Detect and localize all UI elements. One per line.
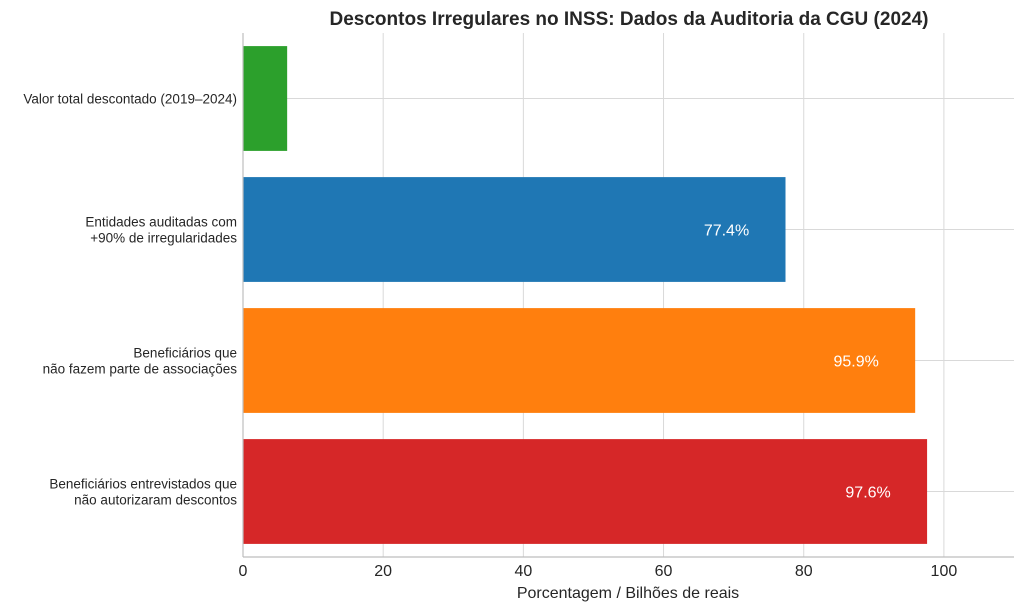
x-tick-label: 100 xyxy=(931,563,958,580)
x-tick-label: 60 xyxy=(655,563,673,580)
data-label: 95.9% xyxy=(833,354,878,371)
axes-spines xyxy=(242,33,1014,558)
y-axis-labels: Valor total descontado (2019–2024) Entida… xyxy=(23,92,237,508)
x-axis-ticks: 0 20 40 60 80 100 xyxy=(239,563,958,580)
category-label: Beneficiários entrevistados que não autor… xyxy=(49,477,237,508)
x-tick-label: 20 xyxy=(374,563,392,580)
bar xyxy=(243,177,786,282)
category-label: Beneficiários que não fazem parte de asso… xyxy=(43,346,238,377)
chart-title: Descontos Irregulares no INSS: Dados da … xyxy=(330,9,929,30)
category-label: Valor total descontado (2019–2024) xyxy=(23,92,237,107)
x-axis-label: Porcentagem / Bilhões de reais xyxy=(517,585,739,602)
category-label: Entidades auditadas com +90% de irregular… xyxy=(85,215,237,246)
x-tick-label: 80 xyxy=(795,563,813,580)
x-tick-label: 40 xyxy=(514,563,532,580)
bar xyxy=(243,308,916,413)
x-tick-label: 0 xyxy=(239,563,248,580)
bars: 77.4% 95.9% 97.6% xyxy=(243,46,928,544)
data-label: 77.4% xyxy=(704,223,749,240)
bar xyxy=(243,439,928,544)
data-label: 97.6% xyxy=(845,485,890,502)
bar xyxy=(243,46,288,151)
